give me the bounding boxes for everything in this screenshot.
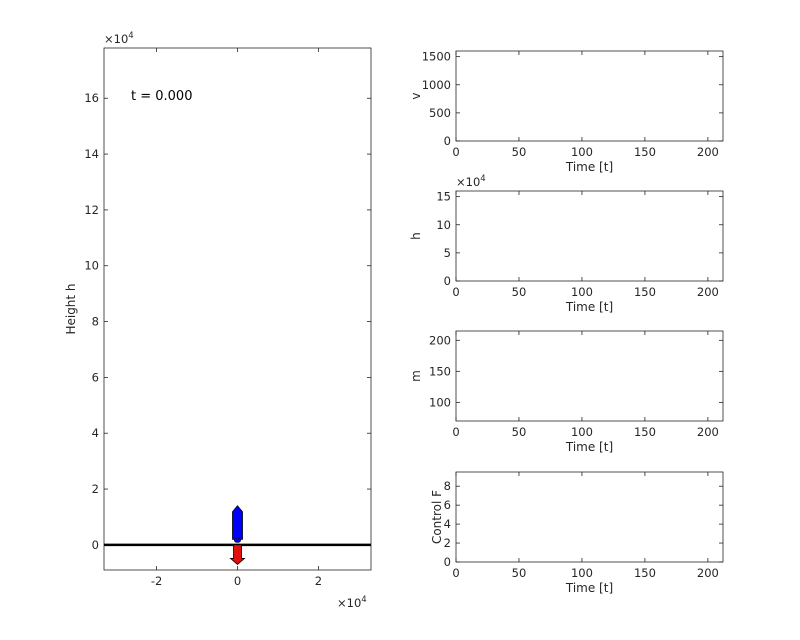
x-tick-label: 200 <box>697 566 719 580</box>
x-tick-label: 100 <box>571 425 593 439</box>
axis-exponent: ×104 <box>337 595 367 610</box>
x-tick-label: 0 <box>452 566 459 580</box>
x-tick-label: 50 <box>512 425 527 439</box>
mass-plot: 0 50 100 150 200 100 150 200 Time [t] m <box>409 330 724 454</box>
x-tick-label: 0 <box>452 425 459 439</box>
y-tick-label: 10 <box>84 259 99 273</box>
x-tick-label: 0 <box>452 145 459 159</box>
x-axis-label: Time [t] <box>565 300 613 314</box>
x-axis-label: Time [t] <box>565 160 613 174</box>
y-tick-label: 8 <box>444 479 451 493</box>
x-axis-label: Time [t] <box>565 581 613 595</box>
y-tick-label: 4 <box>444 517 451 531</box>
y-axis-label: h <box>409 232 423 240</box>
axes-frame <box>103 47 372 571</box>
y-tick-label: 2 <box>92 482 99 496</box>
y-tick-label: 15 <box>436 190 451 204</box>
axis-exponent: ×104 <box>456 174 486 189</box>
rocket-nozzle <box>234 537 242 543</box>
y-tick-label: 10 <box>436 218 451 232</box>
control-plot: 0 50 100 150 200 0 2 4 6 8 Time [t] Control F <box>430 471 724 595</box>
x-tick-label: 200 <box>697 425 719 439</box>
x-tick-label: 150 <box>634 285 656 299</box>
y-tick-label: 0 <box>444 555 451 569</box>
x-axis-label: Time [t] <box>565 440 613 454</box>
x-tick-label: -2 <box>151 574 162 588</box>
x-tick-label: 100 <box>571 145 593 159</box>
y-tick-label: 14 <box>84 147 99 161</box>
y-axis-label: Height h <box>64 283 78 334</box>
x-tick-label: 150 <box>634 566 656 580</box>
y-tick-label: 0 <box>444 274 451 288</box>
x-tick-label: 0 <box>452 285 459 299</box>
y-axis-label: v <box>409 92 423 99</box>
axes-frame <box>455 471 724 563</box>
x-tick-label: 200 <box>697 145 719 159</box>
thrust-arrow <box>229 544 246 565</box>
y-tick-label: 4 <box>92 426 99 440</box>
y-axis-label: Control F <box>430 490 444 544</box>
x-tick-label: 150 <box>634 145 656 159</box>
rocket-view: -2 0 2 0 2 4 6 8 10 12 14 16 Height h ×104 ×104 t = 0.0… <box>64 31 372 610</box>
x-tick-label: 0 <box>234 574 241 588</box>
y-tick-label: 16 <box>84 91 99 105</box>
height-plot: 0 50 100 150 200 0 5 10 15 Time [t] h ×104 <box>409 174 724 314</box>
x-tick-label: 100 <box>571 285 593 299</box>
x-tick-label: 200 <box>697 285 719 299</box>
y-tick-label: 0 <box>444 134 451 148</box>
x-tick-label: 50 <box>512 285 527 299</box>
axes-frame <box>455 50 724 142</box>
axes-frame <box>455 190 724 282</box>
time-annotation: t = 0.000 <box>131 89 192 104</box>
y-tick-label: 8 <box>92 315 99 329</box>
x-tick-label: 100 <box>571 566 593 580</box>
y-tick-label: 1000 <box>422 78 451 92</box>
y-tick-label: 6 <box>444 498 451 512</box>
x-tick-label: 50 <box>512 145 527 159</box>
y-tick-label: 6 <box>92 370 99 384</box>
velocity-plot: 0 50 100 150 200 0 500 1000 1500 Time [t] v <box>409 50 724 174</box>
y-tick-label: 12 <box>84 203 99 217</box>
x-tick-label: 50 <box>512 566 527 580</box>
y-tick-label: 200 <box>429 333 451 347</box>
rocket-body <box>232 505 243 540</box>
x-tick-label: 150 <box>634 425 656 439</box>
y-tick-label: 150 <box>429 364 451 378</box>
axes-frame <box>455 330 724 422</box>
y-tick-label: 100 <box>429 395 451 409</box>
x-tick-label: 2 <box>315 574 322 588</box>
y-tick-label: 500 <box>429 106 451 120</box>
axis-exponent: ×104 <box>104 31 134 46</box>
y-axis-label: m <box>409 370 423 382</box>
y-tick-label: 0 <box>92 538 99 552</box>
y-tick-label: 2 <box>444 536 451 550</box>
y-tick-label: 1500 <box>422 50 451 64</box>
y-tick-label: 5 <box>444 246 451 260</box>
